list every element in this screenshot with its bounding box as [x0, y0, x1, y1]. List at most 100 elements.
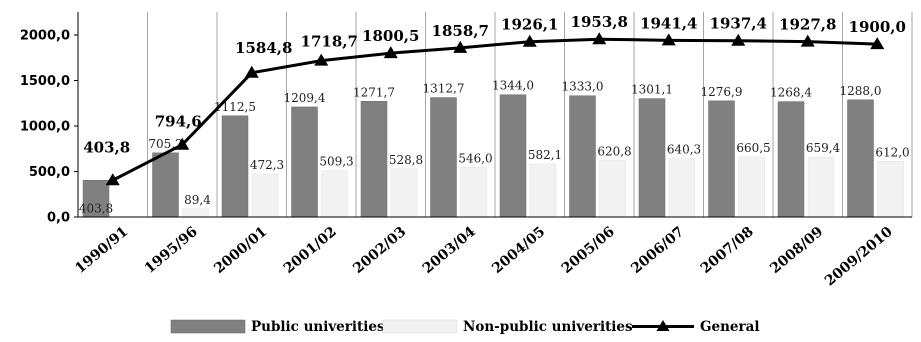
general-point [870, 37, 885, 50]
general-point [661, 33, 676, 46]
general-point [175, 137, 190, 150]
general-point-label: 1858,7 [432, 22, 489, 40]
bar-public [708, 100, 735, 218]
bar-public [152, 152, 179, 218]
x-tick-label: 2002/03 [350, 224, 409, 277]
legend-label-nonpublic: Non-public univerities [463, 319, 633, 335]
bar-label-public: 1209,4 [284, 91, 326, 105]
general-series-line [112, 37, 878, 182]
general-point [314, 53, 329, 66]
bar-nonpublic [321, 170, 348, 218]
general-point-label: 1900,0 [849, 18, 906, 36]
bar-public [221, 115, 249, 218]
legend: Public univerities Non-public univeritie… [170, 319, 760, 335]
y-tick-label: 1500,0 [20, 74, 70, 89]
bar-nonpublic [529, 163, 557, 218]
bar-public [638, 98, 666, 218]
bar-label-nonpublic: 640,3 [667, 143, 701, 157]
bar-label-nonpublic: 582,1 [528, 148, 562, 162]
bar-label-nonpublic: 472,3 [250, 158, 284, 172]
bar-nonpublic [668, 158, 696, 218]
general-point-label: 1941,4 [640, 14, 697, 32]
general-point-label: 1584,8 [235, 39, 292, 57]
general-point [105, 173, 120, 186]
general-point-label: 1953,8 [571, 13, 628, 31]
general-point-label: 1800,5 [362, 27, 419, 45]
y-tick-label: 0,0 [47, 211, 70, 226]
legend-label-general: General [700, 319, 760, 335]
bar-label-public: 1312,7 [423, 82, 465, 96]
bar-label-public: 1288,0 [840, 84, 882, 98]
general-point [453, 40, 468, 53]
bar-public [291, 106, 318, 218]
x-tick-label: 1995/96 [142, 224, 201, 277]
bar-label-public: 1333,0 [562, 80, 604, 94]
x-tick-label: 2004/05 [489, 224, 548, 277]
x-axis-ticks: 1990/91 1995/96 2000/01 2001/02 2002/03 2003/… [72, 224, 896, 290]
legend-marker-general [656, 320, 670, 331]
bar-label-public: 1268,4 [770, 86, 812, 100]
legend-swatch-public [170, 319, 246, 334]
bar-public [82, 180, 110, 218]
bar-label-public: 1112,5 [214, 100, 256, 114]
general-point [522, 34, 537, 47]
general-point-label: 794,6 [155, 113, 202, 131]
bar-nonpublic [807, 156, 835, 218]
bar-public [847, 99, 874, 218]
bar-nonpublic [738, 156, 765, 218]
bar-nonpublic [599, 160, 626, 218]
bar-public [569, 95, 596, 218]
y-tick-label: 2000,0 [20, 29, 70, 44]
y-tick-label: 1000,0 [20, 120, 70, 135]
bar-label-nonpublic: 612,0 [875, 145, 909, 159]
general-line: 403,8 794,6 1584,8 1718,7 1800,5 1858,7 1926,1… [83, 13, 906, 186]
bar-label-nonpublic: 659,4 [806, 141, 841, 155]
x-tick-label: 1990/91 [72, 224, 131, 277]
general-point-label: 1937,4 [710, 15, 767, 33]
bar-label-nonpublic: 660,5 [736, 141, 770, 155]
bar-public [430, 97, 457, 218]
bar-public [360, 101, 388, 218]
legend-swatch-nonpublic [382, 319, 458, 334]
x-tick-label: 2007/08 [698, 224, 757, 277]
x-tick-label: 2008/09 [767, 224, 826, 277]
bar-label-public: 1271,7 [353, 85, 395, 99]
bar-nonpublic [182, 208, 209, 218]
bar-label-nonpublic: 509,3 [319, 155, 353, 169]
y-tick-label: 500,0 [29, 165, 70, 180]
y-axis-ticks: 0,0 500,0 1000,0 1500,0 2000,0 [20, 29, 78, 226]
bar-nonpublic [390, 168, 418, 218]
x-tick-label: 2006/07 [628, 224, 687, 277]
x-tick-label: 2005/06 [559, 224, 618, 277]
bar-nonpublic [251, 173, 279, 218]
general-point [800, 34, 815, 47]
bar-label-public: 403,8 [79, 201, 113, 215]
bar-labels: 403,8705,289,41112,5472,31209,4509,31271… [79, 79, 910, 216]
bar-label-public: 1276,9 [701, 85, 743, 99]
general-point-label: 1926,1 [501, 16, 558, 34]
bar-label-nonpublic: 620,8 [597, 145, 631, 159]
general-point-label: 1927,8 [779, 16, 836, 34]
bar-label-nonpublic: 89,4 [184, 193, 211, 207]
x-tick-label: 2001/02 [281, 224, 340, 277]
bar-nonpublic [877, 161, 904, 218]
x-tick-label: 2003/04 [420, 224, 479, 277]
bars [82, 94, 904, 218]
general-point [592, 32, 607, 45]
general-point [383, 46, 398, 59]
general-point [244, 65, 259, 78]
x-tick-label: 2000/01 [211, 224, 270, 277]
bar-label-public: 1301,1 [631, 83, 673, 97]
bar-label-public: 1344,0 [492, 79, 534, 93]
general-point [731, 33, 746, 46]
legend-label-public: Public univerities [251, 319, 385, 335]
bar-label-nonpublic: 528,8 [389, 153, 423, 167]
bar-nonpublic [460, 167, 487, 218]
general-point-label: 1718,7 [301, 33, 358, 51]
bar-label-nonpublic: 546,0 [458, 151, 492, 165]
x-tick-label: 2009/2010 [822, 224, 896, 290]
bar-public [777, 101, 805, 218]
general-point-label: 403,8 [83, 138, 130, 156]
bar-public [499, 94, 527, 218]
